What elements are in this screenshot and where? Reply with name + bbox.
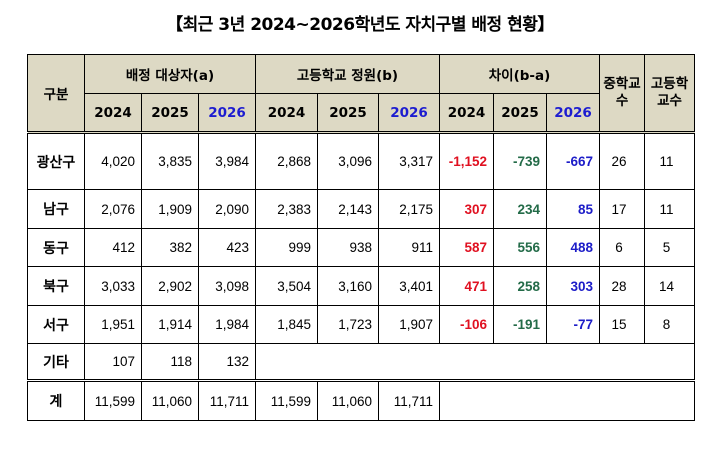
- district-label: 북구: [27, 266, 85, 306]
- a-2025-cell: 1,914: [141, 305, 199, 344]
- diff-2026-cell: 488: [545, 228, 601, 267]
- header-year-b-2026: 2026: [378, 93, 440, 133]
- header-high-school-count: 고등학교수: [644, 54, 696, 133]
- diff-2025-cell: 556: [493, 228, 547, 267]
- a-2024-cell: 4,020: [84, 131, 142, 190]
- b-2025-cell: 1,723: [317, 305, 379, 344]
- header-allocation-target: 배정 대상자(a): [84, 54, 256, 94]
- header-difference: 차이(b-a): [438, 54, 601, 94]
- a-2025-cell: 1,909: [141, 189, 199, 229]
- b-2026-cell: 1,907: [378, 305, 440, 344]
- a-2026-cell: 3,098: [198, 266, 256, 306]
- district-label: 동구: [27, 228, 85, 267]
- a-2026-cell: 1,984: [198, 305, 256, 344]
- diff-2024-cell: 471: [439, 266, 494, 306]
- a-2026-cell: 2,090: [198, 189, 256, 229]
- b-2025-cell: 938: [317, 228, 379, 267]
- diff-2024-cell: -1,152: [439, 131, 494, 190]
- allocation-table: 구분 배정 대상자(a) 고등학교 정원(b) 차이(b-a) 중학교수 고등학…: [27, 54, 696, 421]
- b-2024-cell: 1,845: [255, 305, 318, 344]
- a-2025-cell: 3,835: [141, 131, 199, 190]
- b-2026-cell: 911: [378, 228, 440, 267]
- district-label: 서구: [27, 305, 85, 344]
- diff-2026-cell: -667: [545, 131, 601, 190]
- high-school-count: 8: [644, 305, 696, 344]
- high-school-count: 5: [644, 228, 696, 267]
- header-year-a-2025: 2025: [141, 93, 199, 133]
- a-2026-cell: 423: [198, 228, 256, 267]
- table-row-other: 기타 107 118 132: [27, 343, 696, 381]
- b-2024-cell: 2,383: [255, 189, 318, 229]
- total-b-2026-cell: 11,711: [378, 379, 440, 421]
- a-2025-cell: 2,902: [141, 266, 199, 306]
- a-2024-cell: 3,033: [84, 266, 142, 306]
- header-year-a-2026: 2026: [198, 93, 256, 133]
- header-year-diff-2024: 2024: [439, 93, 494, 133]
- high-school-count: 14: [644, 266, 696, 306]
- a-2024-cell: 107: [84, 343, 142, 381]
- diff-2024-cell: -106: [439, 305, 494, 344]
- a-2024-cell: 2,076: [84, 189, 142, 229]
- table-row-1: 남구 2,076 1,909 2,090 2,383 2,143 2,175 307 234 85…: [27, 189, 696, 229]
- middle-school-count: 28: [599, 266, 646, 306]
- header-year-diff-2026: 2026: [545, 93, 601, 133]
- header-year-diff-2025: 2025: [493, 93, 547, 133]
- b-2026-cell: 2,175: [378, 189, 440, 229]
- b-2025-cell: 2,143: [317, 189, 379, 229]
- empty-cell: [438, 379, 696, 421]
- b-2026-cell: 3,317: [378, 131, 440, 190]
- header-middle-school-count: 중학교수: [599, 54, 646, 133]
- table-row-4: 서구 1,951 1,914 1,984 1,845 1,723 1,907 -106 -191…: [27, 305, 696, 344]
- b-2025-cell: 3,160: [317, 266, 379, 306]
- header-year-b-2024: 2024: [255, 93, 318, 133]
- document-title: 【최근 3년 2024~2026학년도 자치구별 배정 현황】: [166, 15, 554, 35]
- district-label: 기타: [27, 343, 85, 381]
- header-year-b-2025: 2025: [317, 93, 379, 133]
- middle-school-count: 26: [599, 131, 646, 190]
- table-row-0: 광산구 4,020 3,835 3,984 2,868 3,096 3,317 -1,152-…: [27, 131, 696, 190]
- middle-school-count: 6: [599, 228, 646, 267]
- b-2025-cell: 3,096: [317, 131, 379, 190]
- diff-2026-cell: 303: [545, 266, 601, 306]
- a-2025-cell: 118: [141, 343, 199, 381]
- diff-2025-cell: -739: [493, 131, 547, 190]
- middle-school-count: 15: [599, 305, 646, 344]
- table-row-2: 동구 412 382 423 999 938 911 587 556 488 6 5: [27, 228, 696, 267]
- diff-2025-cell: -191: [493, 305, 547, 344]
- total-b-2025-cell: 11,060: [317, 379, 379, 421]
- a-2026-cell: 3,984: [198, 131, 256, 190]
- a-2024-cell: 412: [84, 228, 142, 267]
- b-2024-cell: 3,504: [255, 266, 318, 306]
- b-2024-cell: 999: [255, 228, 318, 267]
- high-school-count: 11: [644, 131, 696, 190]
- middle-school-count: 17: [599, 189, 646, 229]
- header-category: 구분: [27, 54, 85, 133]
- header-year-a-2024: 2024: [84, 93, 142, 133]
- diff-2025-cell: 258: [493, 266, 547, 306]
- empty-cell: [254, 343, 696, 381]
- total-b-2024-cell: 11,599: [255, 379, 318, 421]
- a-2024-cell: 1,951: [84, 305, 142, 344]
- district-label: 남구: [27, 189, 85, 229]
- total-a-2024-cell: 11,599: [84, 379, 142, 421]
- district-label: 광산구: [27, 131, 85, 190]
- a-2026-cell: 132: [198, 343, 256, 381]
- diff-2026-cell: -77: [545, 305, 601, 344]
- total-a-2025-cell: 11,060: [141, 379, 199, 421]
- header-high-school-capacity: 고등학교 정원(b): [255, 54, 440, 94]
- high-school-count: 11: [644, 189, 696, 229]
- diff-2025-cell: 234: [493, 189, 547, 229]
- diff-2024-cell: 587: [439, 228, 494, 267]
- total-a-2026-cell: 11,711: [198, 379, 256, 421]
- table-row-3: 북구 3,033 2,902 3,098 3,504 3,160 3,401 471 258 30…: [27, 266, 696, 306]
- total-label: 계: [27, 379, 85, 421]
- b-2024-cell: 2,868: [255, 131, 318, 190]
- table-row-total: 계 11,599 11,060 11,711 11,599 11,060 11,711: [27, 379, 696, 421]
- diff-2026-cell: 85: [545, 189, 601, 229]
- diff-2024-cell: 307: [439, 189, 494, 229]
- b-2026-cell: 3,401: [378, 266, 440, 306]
- a-2025-cell: 382: [141, 228, 199, 267]
